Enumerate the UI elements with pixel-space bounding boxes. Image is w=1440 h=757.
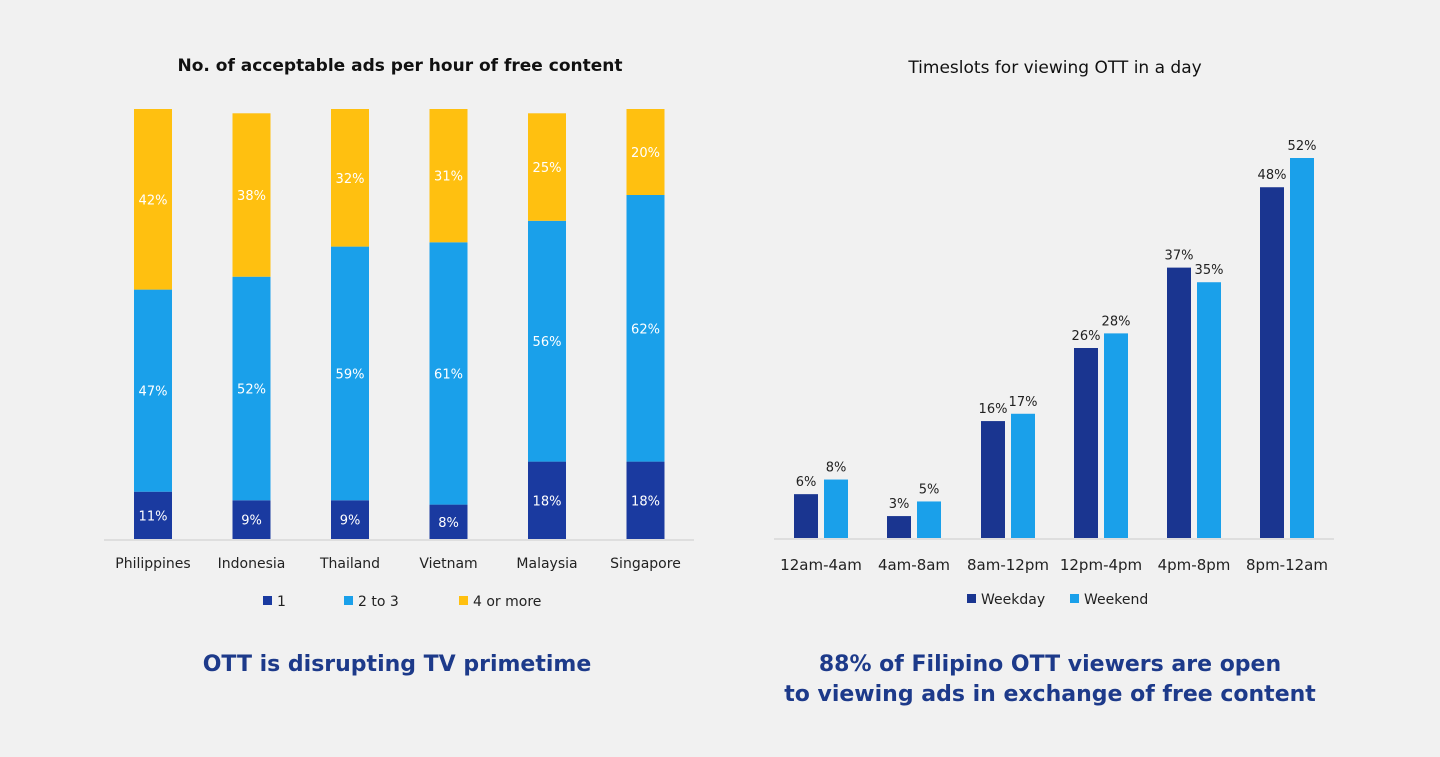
data-label: 18% [631, 494, 660, 509]
legend-label: Weekend [1084, 592, 1148, 608]
bar-segment [626, 109, 665, 195]
data-label: 48% [1258, 168, 1287, 183]
bar-segment [626, 195, 665, 462]
data-label: 56% [533, 335, 562, 350]
bar-segment [626, 461, 665, 539]
category-label: 4am-8am [878, 556, 950, 574]
data-label: 9% [340, 514, 361, 529]
data-label: 18% [533, 494, 562, 509]
legend-swatch [459, 596, 468, 605]
left-caption: OTT is disrupting TV primetime [202, 652, 592, 677]
data-label: 32% [336, 172, 365, 187]
category-label: 8am-12pm [967, 556, 1049, 574]
bar [1197, 282, 1221, 538]
right-caption: 88% of Filipino OTT viewers are open to … [770, 650, 1330, 710]
legend-label: 2 to 3 [358, 594, 399, 610]
bar-segment [429, 109, 468, 243]
data-label: 38% [237, 189, 266, 204]
bar-segment [134, 289, 172, 492]
data-label: 5% [919, 482, 940, 497]
data-label: 61% [434, 367, 463, 382]
bar-segment [134, 491, 172, 539]
data-label: 52% [1288, 139, 1317, 154]
bar [887, 516, 911, 538]
bar-segment [528, 113, 566, 221]
right-caption-line-1: 88% of Filipino OTT viewers are open [818, 652, 1282, 677]
data-label: 52% [237, 383, 266, 398]
grouped-bar-chart: 6% 8% 12am-4am 3% 5% 4am-8am 16% 17% 8am-12pm 26%… [774, 139, 1334, 608]
bar [981, 421, 1005, 538]
data-label: 11% [139, 509, 168, 524]
category-label: 8pm-12am [1246, 556, 1328, 574]
data-label: 8% [826, 461, 847, 476]
bar-segment [528, 461, 566, 539]
data-label: 42% [139, 193, 168, 208]
bar-segment [232, 276, 271, 501]
data-label: 31% [434, 170, 463, 185]
bar [1260, 187, 1284, 538]
legend-label: 4 or more [473, 594, 541, 610]
data-label: 20% [631, 146, 660, 161]
data-label: 37% [1165, 249, 1194, 264]
category-label: Singapore [610, 556, 681, 572]
bar-segment [331, 246, 369, 501]
data-label: 25% [533, 161, 562, 176]
bar [1011, 413, 1035, 538]
bar-segment [232, 113, 271, 277]
category-label: 12pm-4pm [1060, 556, 1142, 574]
bar-segment [429, 242, 468, 505]
data-label: 26% [1072, 329, 1101, 344]
bar [917, 501, 941, 538]
bar-segment [232, 500, 271, 539]
bar-segment [528, 220, 566, 462]
bar [1104, 333, 1128, 538]
category-label: 4pm-8pm [1158, 556, 1231, 574]
bar-segment [331, 109, 369, 247]
stacked-bar-chart: 11% 47% 42% Philippines 9% 52% 38% Indonesia 9% 5… [104, 109, 694, 610]
legend-swatch [1070, 594, 1079, 603]
data-label: 62% [631, 322, 660, 337]
data-label: 59% [336, 367, 365, 382]
legend-swatch [344, 596, 353, 605]
timeslot-chart-title: Timeslots for viewing OTT in a day [908, 58, 1202, 78]
data-label: 3% [889, 497, 910, 512]
category-label: Thailand [319, 556, 380, 572]
bar [1167, 267, 1191, 538]
category-label: Indonesia [218, 556, 286, 572]
legend-swatch [263, 596, 272, 605]
bar [1074, 348, 1098, 538]
data-label: 16% [979, 402, 1008, 417]
category-label: Malaysia [516, 556, 577, 572]
bar-segment [429, 504, 468, 539]
right-caption-line-2: to viewing ads in exchange of free conte… [784, 682, 1316, 707]
bar [794, 494, 818, 538]
category-label: Vietnam [419, 556, 477, 572]
bar [1290, 158, 1314, 538]
legend-label: 1 [277, 594, 286, 610]
stacked-chart-title: No. of acceptable ads per hour of free c… [177, 56, 623, 76]
data-label: 8% [438, 516, 459, 531]
data-label: 35% [1195, 263, 1224, 278]
data-label: 47% [139, 385, 168, 400]
data-label: 9% [241, 514, 262, 529]
bar-segment [331, 500, 369, 539]
data-label: 17% [1009, 395, 1038, 410]
category-label: 12am-4am [780, 556, 862, 574]
data-label: 28% [1102, 314, 1131, 329]
bar [824, 479, 848, 538]
data-label: 6% [796, 475, 817, 490]
category-label: Philippines [115, 556, 190, 572]
bar-segment [134, 109, 172, 290]
legend-swatch [967, 594, 976, 603]
legend-label: Weekday [981, 592, 1045, 608]
